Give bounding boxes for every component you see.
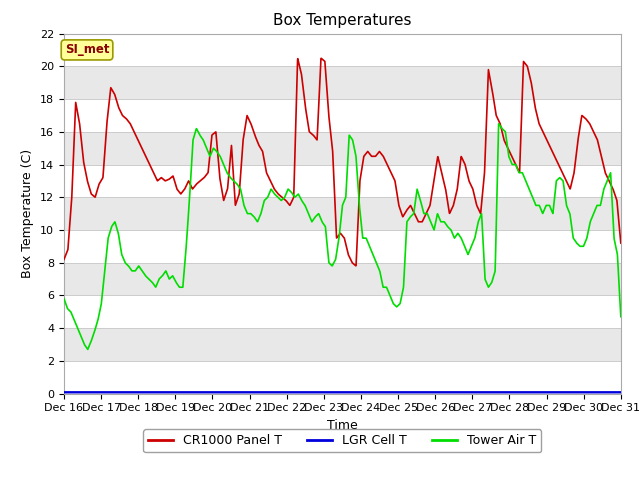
- Title: Box Temperatures: Box Temperatures: [273, 13, 412, 28]
- X-axis label: Time: Time: [327, 419, 358, 432]
- Bar: [64, 230, 621, 263]
- Bar: [64, 328, 621, 361]
- Text: SI_met: SI_met: [65, 43, 109, 57]
- Bar: [64, 263, 621, 295]
- Bar: [64, 66, 621, 99]
- Bar: [64, 295, 621, 328]
- Bar: [64, 361, 621, 394]
- Bar: [64, 132, 621, 165]
- Y-axis label: Box Temperature (C): Box Temperature (C): [22, 149, 35, 278]
- Legend: CR1000 Panel T, LGR Cell T, Tower Air T: CR1000 Panel T, LGR Cell T, Tower Air T: [143, 429, 541, 452]
- Bar: [64, 99, 621, 132]
- Bar: [64, 197, 621, 230]
- Bar: [64, 165, 621, 197]
- Bar: [64, 34, 621, 66]
